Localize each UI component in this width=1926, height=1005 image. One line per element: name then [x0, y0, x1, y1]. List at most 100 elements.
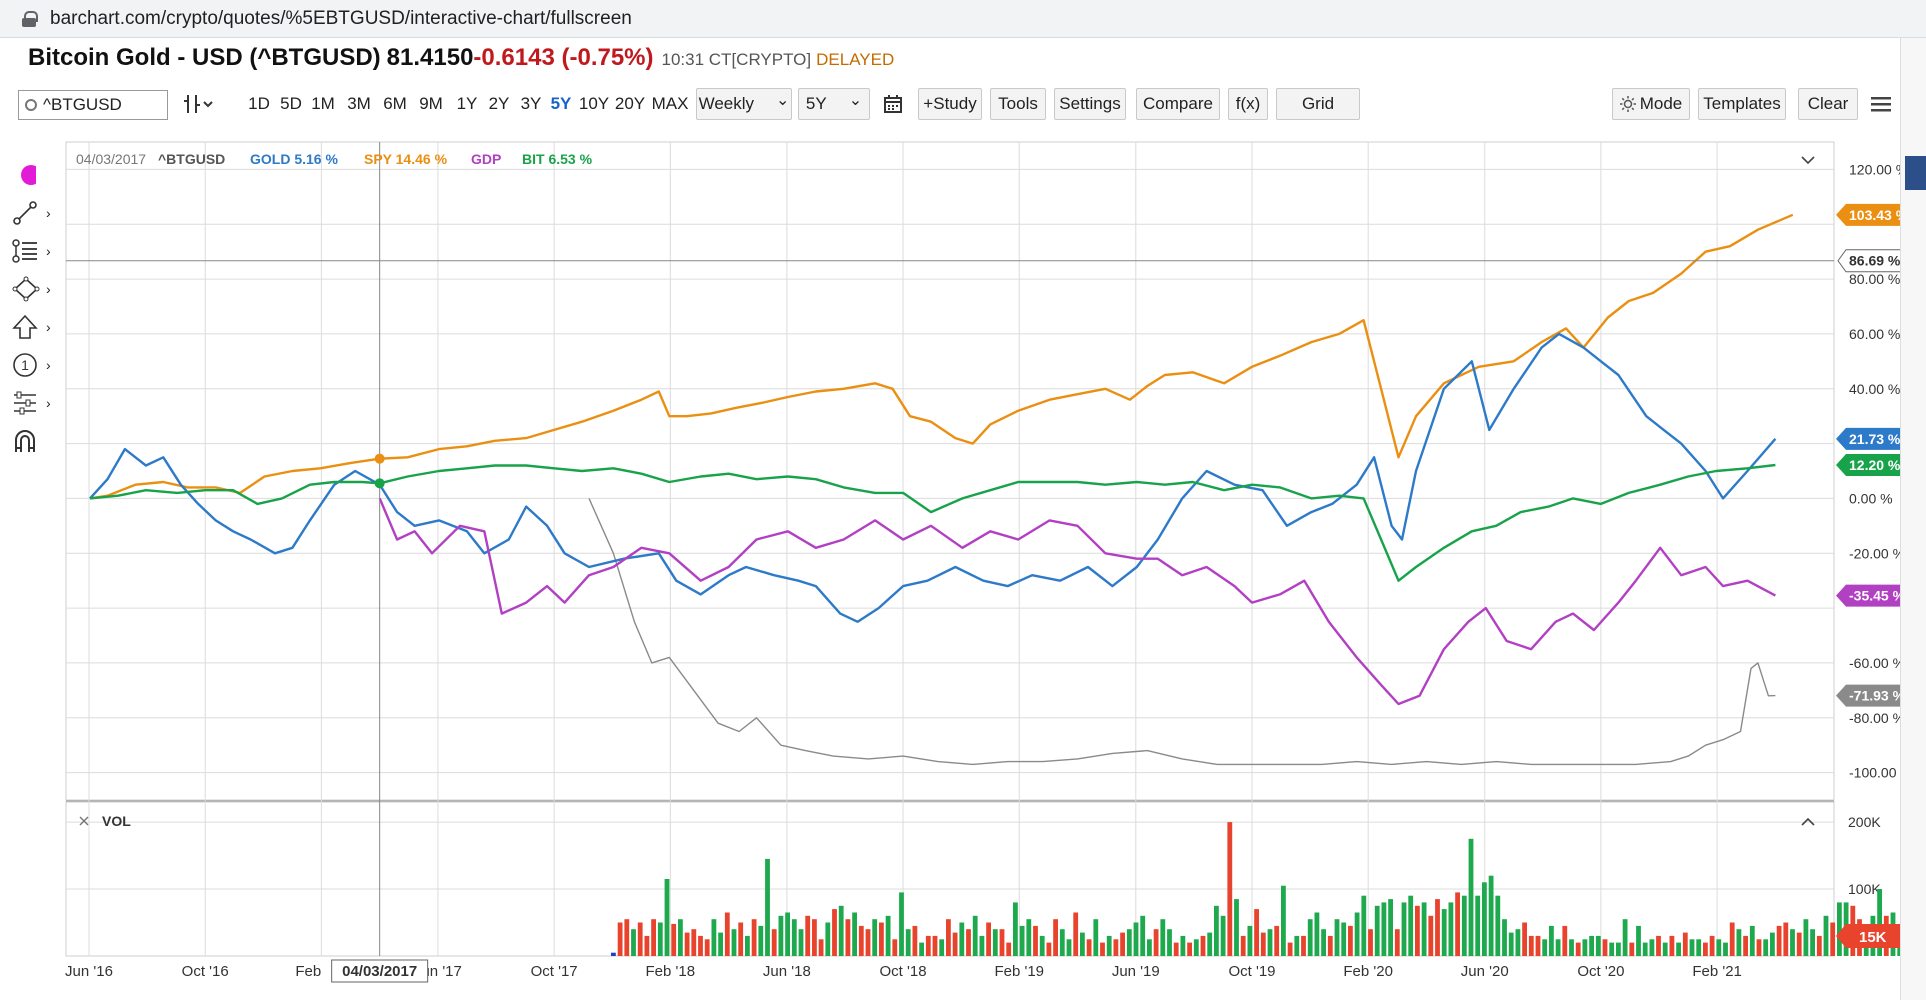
volume-bar — [865, 929, 871, 956]
volume-bar — [1823, 915, 1829, 956]
x-tick-label: Feb '21 — [1692, 963, 1742, 980]
volume-bar — [1689, 939, 1695, 956]
polygon-shape-icon — [12, 276, 40, 302]
fibonacci-tool-button[interactable]: › — [12, 236, 58, 266]
legend-gold: GOLD 5.16 % — [250, 151, 338, 167]
arrow-tool-button[interactable]: › — [12, 312, 58, 342]
volume-bar — [939, 939, 945, 956]
settings-button[interactable]: Settings — [1054, 88, 1126, 120]
tools-button[interactable]: Tools — [990, 88, 1046, 120]
period-3y-button[interactable]: 3Y — [520, 94, 542, 113]
volume-bar — [812, 919, 817, 956]
range-select[interactable]: 5Y — [798, 88, 870, 120]
measure-tool-button[interactable]: › — [12, 388, 58, 418]
volume-bar — [724, 912, 730, 956]
volume-bar — [1374, 905, 1380, 956]
volume-bar — [1569, 939, 1574, 956]
chart-area[interactable]: Jun '16 Oct '16 Jun '17 Oct '17 Feb '18 Jun '… — [64, 138, 1926, 1000]
last-value-label-gold: 21.73 % — [1849, 431, 1901, 447]
period-2y-button[interactable]: 2Y — [488, 94, 510, 113]
period-10y-button[interactable]: 10Y — [578, 94, 610, 113]
volume-bar — [1006, 942, 1012, 956]
line-tool-icon — [13, 201, 37, 225]
volume-bar — [1033, 925, 1038, 956]
add-study-button[interactable]: +Study — [918, 88, 982, 120]
period-3m-button[interactable]: 3M — [347, 94, 371, 113]
color-picker-button[interactable] — [12, 160, 58, 190]
period-1y-button[interactable]: 1Y — [456, 94, 478, 113]
volume-bar — [1247, 925, 1253, 956]
period-5y-button[interactable]: 5Y — [550, 94, 572, 113]
volume-bar — [644, 935, 650, 956]
volume-bar — [671, 923, 677, 956]
volume-bar — [657, 922, 663, 956]
period-6m-button[interactable]: 6M — [383, 94, 407, 113]
range-value: 5Y — [805, 94, 827, 113]
volume-bar — [1408, 895, 1414, 956]
clear-button[interactable]: Clear — [1798, 88, 1858, 120]
volume-bar — [959, 922, 965, 956]
browser-address-bar[interactable]: barchart.com/crypto/quotes/%5EBTGUSD/int… — [0, 0, 1926, 38]
calendar-button[interactable] — [878, 88, 908, 120]
volume-bar — [892, 939, 898, 956]
volume-bar — [791, 919, 797, 956]
volume-bar — [1622, 919, 1628, 956]
volume-bar — [1589, 935, 1594, 956]
last-price: 81.4150 — [386, 44, 474, 71]
volume-bar — [919, 942, 924, 956]
magnet-tool-button[interactable] — [12, 426, 58, 456]
volume-bar — [1435, 899, 1440, 956]
volume-bar — [1555, 939, 1561, 956]
volume-bar — [1676, 942, 1681, 956]
period-1m-button[interactable]: 1M — [311, 94, 335, 113]
volume-bar — [1147, 939, 1152, 956]
volume-bar — [1502, 919, 1507, 956]
last-value-tag-spy — [1836, 203, 1910, 226]
x-tick-label: Feb '20 — [1343, 963, 1393, 980]
shape-tool-button[interactable]: › — [12, 274, 58, 304]
period-9m-button[interactable]: 9M — [419, 94, 443, 113]
period-1d-button[interactable]: 1D — [248, 94, 270, 113]
line-tool-button[interactable]: › — [12, 198, 58, 228]
period-20y-button[interactable]: 20Y — [614, 94, 646, 113]
mode-button[interactable]: Mode — [1612, 88, 1690, 120]
templates-button[interactable]: Templates — [1698, 88, 1786, 120]
volume-bar — [1260, 932, 1266, 956]
volume-bar — [651, 919, 656, 956]
volume-bar — [838, 905, 844, 956]
close-icon[interactable] — [79, 816, 89, 826]
menu-button[interactable] — [1868, 88, 1894, 120]
chart-canvas[interactable]: Jun '16 Oct '16 Jun '17 Oct '17 Feb '18 Jun '… — [64, 138, 1926, 1000]
volume-bar — [1267, 929, 1273, 956]
compare-button[interactable]: Compare — [1136, 88, 1220, 120]
period-5d-button[interactable]: 5D — [280, 94, 302, 113]
series-line-gdp — [378, 497, 1776, 706]
chart-type-button[interactable] — [178, 88, 220, 120]
volume-bar — [1810, 929, 1815, 956]
x-tick-label: Feb '19 — [994, 963, 1044, 980]
volume-bar — [1234, 899, 1239, 956]
address-url[interactable]: barchart.com/crypto/quotes/%5EBTGUSD/int… — [50, 7, 632, 29]
volume-bar — [1549, 925, 1554, 956]
grid-button[interactable]: Grid — [1276, 88, 1360, 120]
volume-bar — [1193, 939, 1199, 956]
chevron-down-icon[interactable] — [1801, 156, 1815, 165]
crosshair-date-tag — [331, 959, 429, 983]
lock-icon — [22, 10, 38, 27]
side-panel-tab[interactable] — [1905, 156, 1926, 190]
volume-bar — [1515, 929, 1521, 956]
volume-bar — [631, 929, 636, 956]
symbol-search-input[interactable]: ^BTGUSD — [18, 90, 168, 120]
volume-bar — [1173, 942, 1179, 956]
interval-select[interactable]: Weekly — [696, 88, 792, 120]
measure-icon — [14, 391, 36, 415]
volume-bar — [1582, 939, 1588, 956]
last-value-tag-gdp — [1836, 584, 1910, 607]
function-button[interactable]: f(x) — [1228, 88, 1268, 120]
period-max-button[interactable]: MAX — [651, 94, 689, 113]
series-line-spy — [89, 213, 1794, 500]
annotation-tool-button[interactable]: 1 › — [12, 350, 58, 380]
symbol-value: ^BTGUSD — [43, 95, 122, 114]
volume-bar — [1763, 939, 1769, 956]
chevron-up-icon[interactable] — [1801, 817, 1815, 826]
